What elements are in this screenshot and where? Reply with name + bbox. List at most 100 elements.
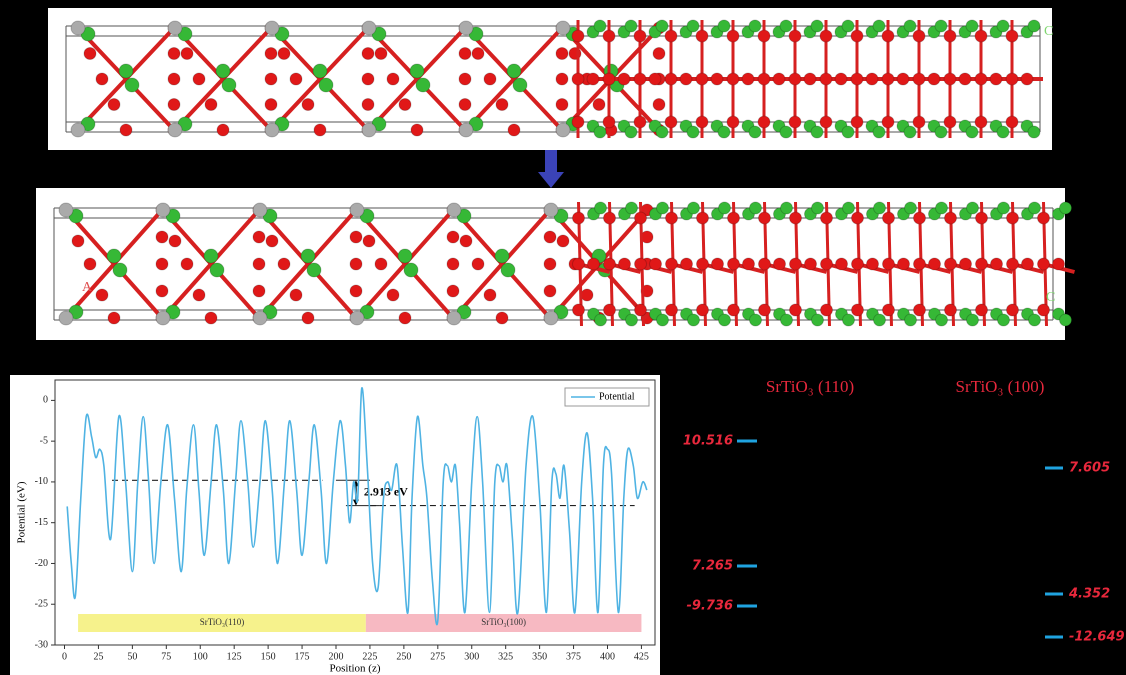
atom [500, 262, 516, 278]
atom [192, 288, 206, 302]
atom [726, 29, 740, 43]
x-tick-label: 75 [161, 651, 171, 662]
atom [882, 303, 895, 317]
atom [665, 211, 678, 225]
atom [107, 98, 121, 111]
atom [446, 310, 462, 326]
atom [841, 125, 855, 139]
atom [349, 310, 365, 326]
atom [301, 311, 315, 325]
atom [717, 125, 731, 139]
x-axis-label: Position (z) [329, 663, 380, 675]
atom [446, 230, 460, 244]
atom [656, 201, 669, 215]
atom [989, 72, 1003, 86]
atom [943, 29, 957, 43]
atom [997, 313, 1010, 327]
atom [252, 202, 268, 218]
atom [717, 19, 731, 33]
atom [789, 211, 802, 225]
atom [617, 72, 631, 86]
atom [873, 313, 886, 327]
atom [571, 72, 585, 86]
region [365, 614, 642, 632]
atom [811, 313, 824, 327]
atom [652, 98, 666, 111]
atom [361, 72, 375, 86]
x-tick-label: 325 [498, 651, 513, 662]
atom [555, 72, 569, 86]
atom [687, 313, 700, 327]
atom [928, 257, 941, 271]
atom [204, 98, 218, 111]
atom [361, 47, 375, 60]
atom [1006, 211, 1019, 225]
atom [458, 47, 472, 60]
atom [1006, 257, 1019, 271]
y-tick-label: -20 [35, 558, 48, 569]
atom [695, 115, 709, 129]
atom [264, 47, 278, 60]
atom [572, 257, 585, 271]
atom [881, 115, 895, 129]
atom [757, 72, 771, 86]
atom [556, 234, 570, 248]
atom [374, 257, 388, 271]
atom [495, 98, 509, 111]
atom [349, 257, 363, 271]
atom [696, 257, 709, 271]
atom [695, 72, 709, 86]
atom [742, 257, 755, 271]
atom [543, 284, 557, 298]
atom [264, 122, 280, 138]
atom [634, 257, 647, 271]
atom [471, 47, 485, 60]
x-tick-label: 0 [62, 651, 67, 662]
atom [656, 313, 669, 327]
atom [896, 72, 910, 86]
atom [580, 288, 594, 302]
atom [997, 201, 1010, 215]
y-tick-label: 0 [43, 395, 48, 406]
atom [386, 72, 400, 86]
atom [966, 313, 979, 327]
atom [873, 201, 886, 215]
atom [167, 122, 183, 138]
atom [572, 211, 585, 225]
atom [106, 248, 122, 264]
atom [935, 201, 948, 215]
bond [306, 208, 358, 266]
atom [555, 98, 569, 111]
bond [403, 208, 455, 266]
x-tick-label: 250 [396, 651, 411, 662]
atom [624, 19, 638, 33]
atom [124, 77, 140, 93]
atom [555, 47, 569, 60]
atom [820, 303, 833, 317]
atom [711, 257, 724, 271]
atom [1028, 313, 1041, 327]
y-tick-label: -30 [35, 639, 48, 650]
atom [624, 125, 638, 139]
atom [543, 257, 557, 271]
atom [1027, 125, 1041, 139]
atom [872, 125, 886, 139]
atom [959, 257, 972, 271]
atom [458, 122, 474, 138]
atom [726, 72, 740, 86]
atom [155, 202, 171, 218]
atom [975, 211, 988, 225]
atom [289, 72, 303, 86]
atom [633, 29, 647, 43]
atom [119, 123, 133, 137]
y-tick-label: -15 [35, 517, 48, 528]
atom [974, 72, 988, 86]
atom [913, 303, 926, 317]
atom [634, 211, 647, 225]
atom [349, 284, 363, 298]
atom [842, 313, 855, 327]
atom [1005, 115, 1019, 129]
atom [543, 310, 559, 326]
line-series [66, 387, 648, 626]
level-label: 7.265 [692, 559, 733, 574]
